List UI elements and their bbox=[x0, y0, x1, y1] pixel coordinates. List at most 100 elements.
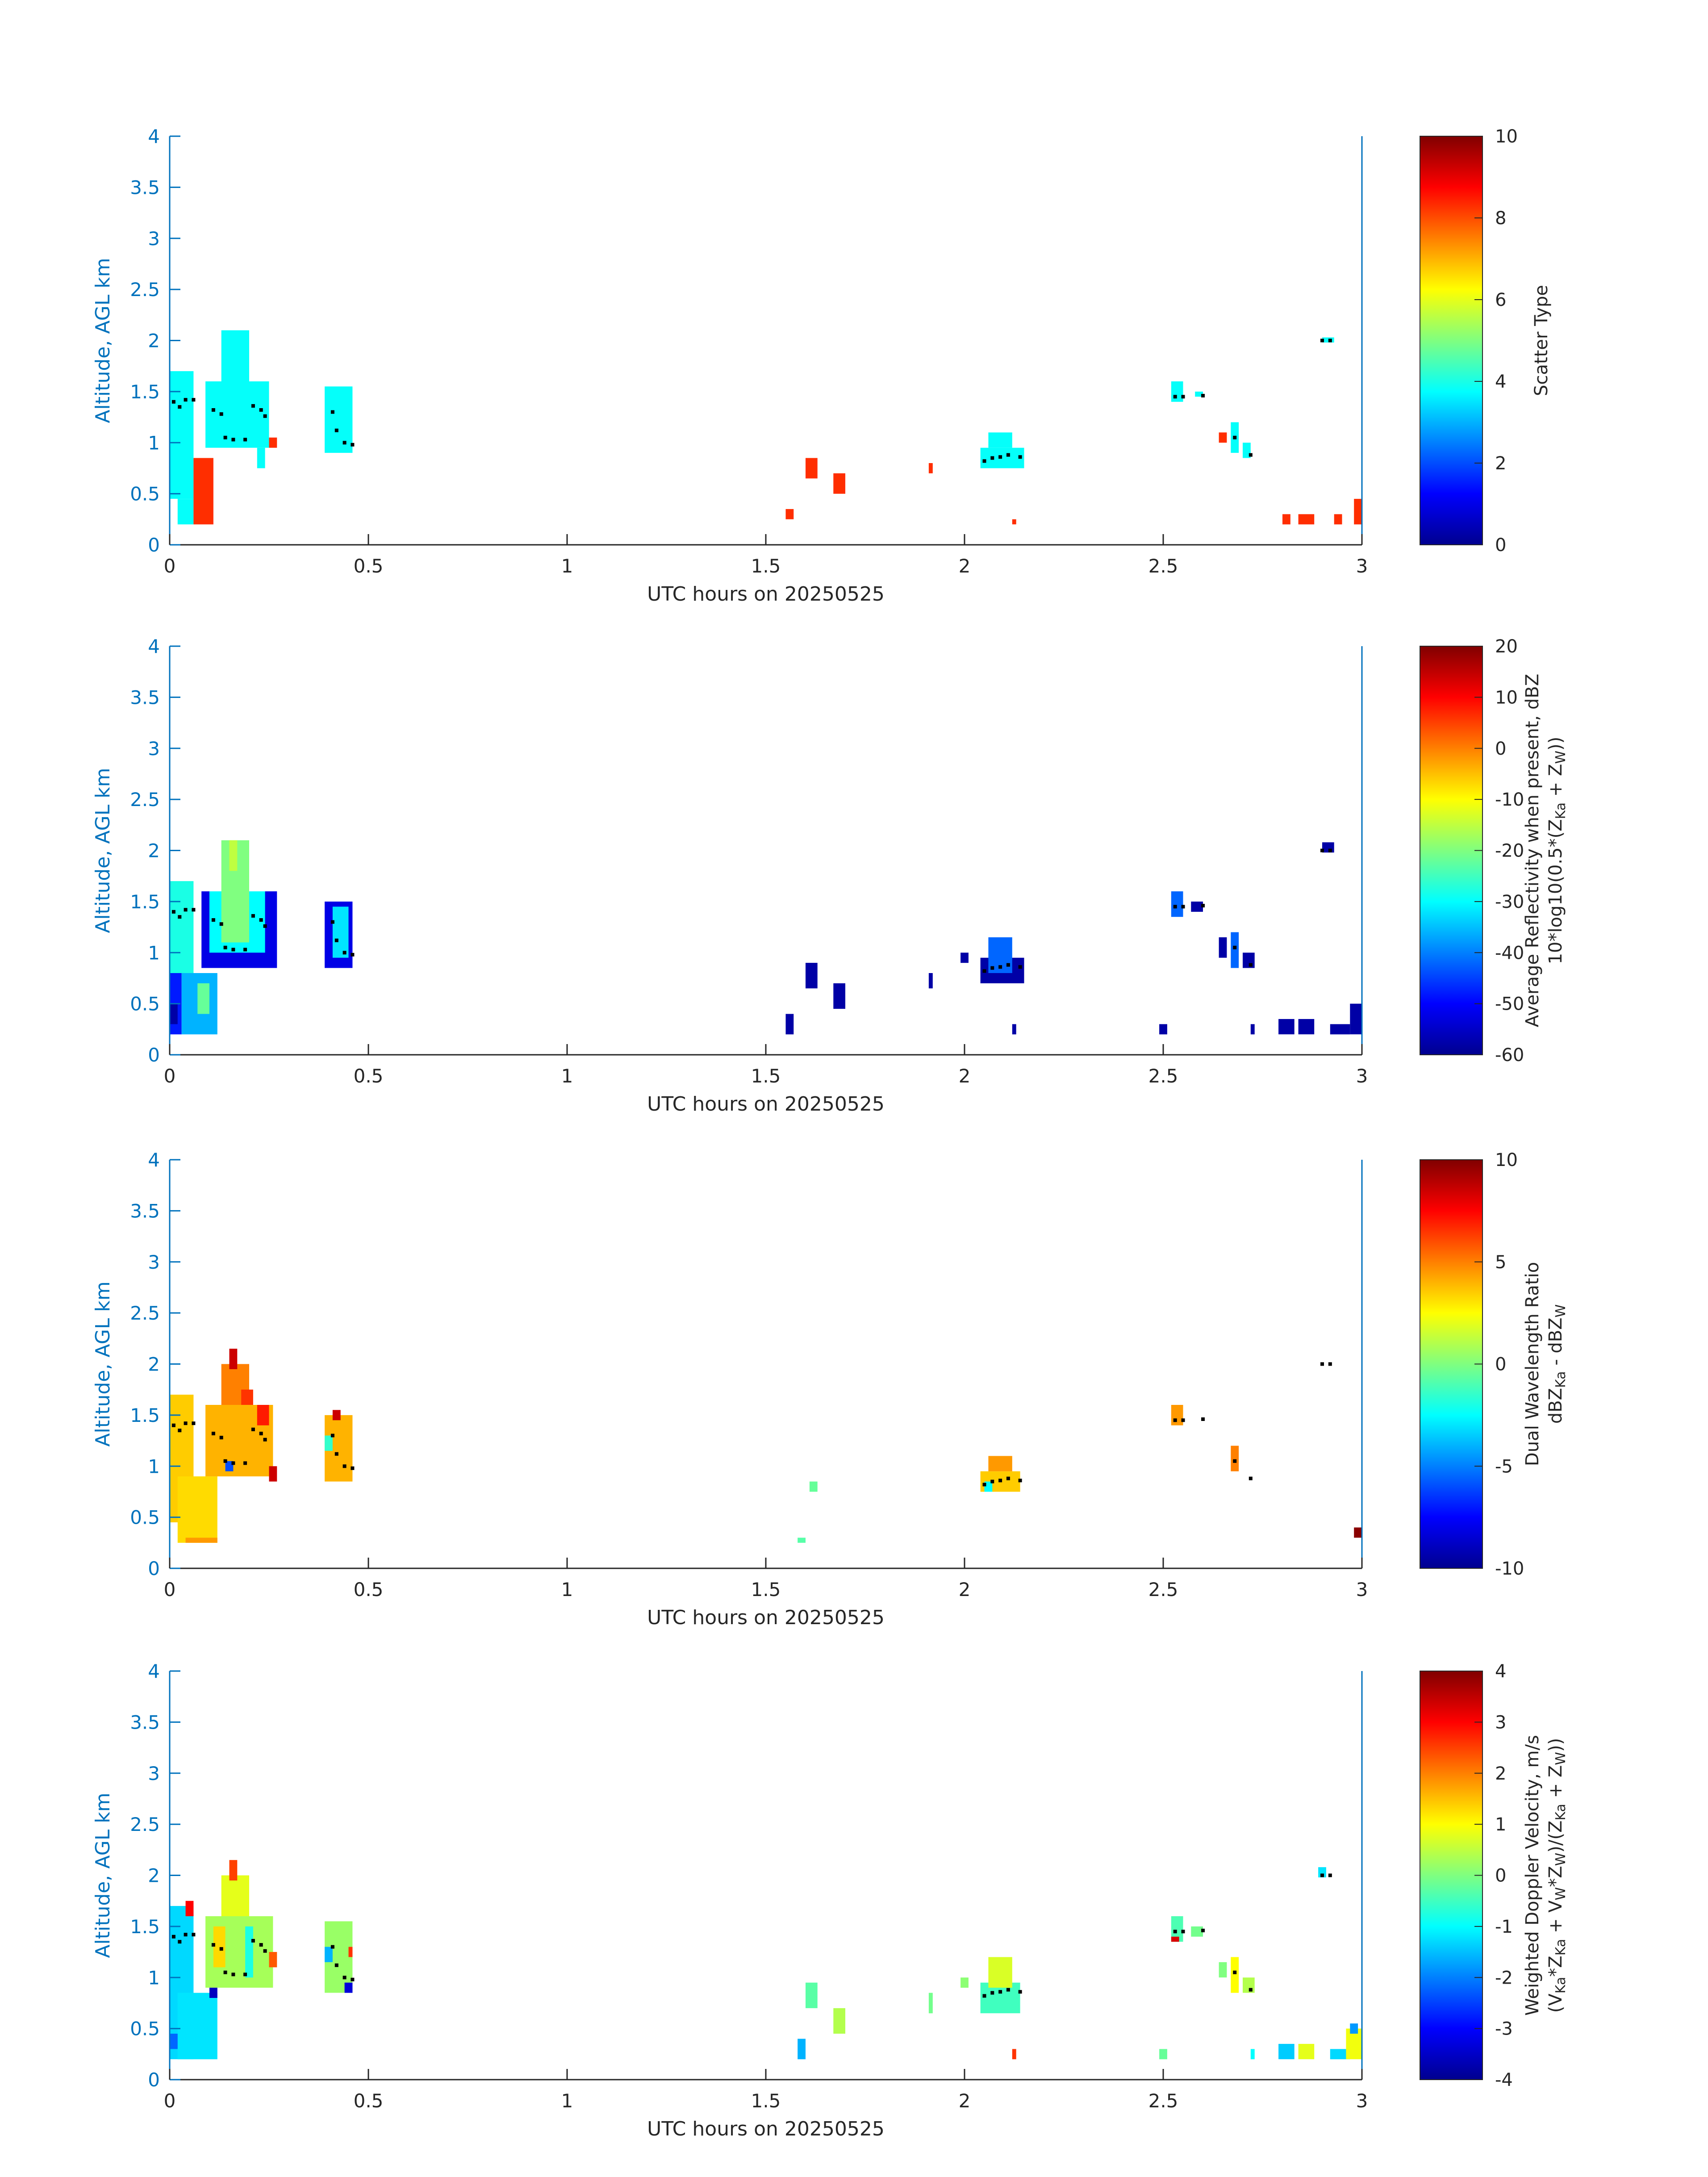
layer-marker bbox=[334, 938, 338, 942]
y-tick-label: 1 bbox=[148, 1455, 160, 1477]
layer-marker bbox=[184, 1421, 188, 1425]
x-tick-label: 1.5 bbox=[751, 1579, 781, 1600]
layer-marker bbox=[178, 405, 182, 409]
colorbar-tick-label: 0 bbox=[1495, 739, 1506, 759]
y-tick-label: 0.5 bbox=[130, 1507, 160, 1529]
y-tick-label: 3 bbox=[148, 228, 160, 250]
colorbar-tick-label: 5 bbox=[1495, 1252, 1506, 1273]
data-cell bbox=[225, 1461, 234, 1471]
colorbar-tick-label: 2 bbox=[1495, 453, 1506, 474]
data-cell bbox=[193, 458, 213, 525]
data-cell bbox=[960, 1977, 969, 1988]
layer-marker bbox=[219, 922, 223, 926]
colorbar-tick-label: 8 bbox=[1495, 208, 1506, 229]
layer-marker bbox=[1201, 1929, 1205, 1932]
colorbar-tick-label: 4 bbox=[1495, 1661, 1506, 1682]
colorbar-tick-label: 0 bbox=[1495, 1866, 1506, 1886]
x-tick-label: 0 bbox=[164, 555, 176, 577]
layer-marker bbox=[192, 1933, 196, 1937]
layer-marker bbox=[1006, 963, 1010, 967]
layer-marker bbox=[334, 1963, 338, 1967]
y-tick-label: 2 bbox=[148, 330, 160, 352]
x-tick-label: 0 bbox=[164, 1065, 176, 1087]
layer-marker bbox=[330, 1433, 334, 1437]
layer-marker bbox=[334, 428, 338, 432]
layer-marker bbox=[171, 1935, 175, 1939]
colorbar-tick-label: -10 bbox=[1495, 1559, 1524, 1579]
y-tick-label: 3 bbox=[148, 1763, 160, 1784]
colorbar-tick-label: -1 bbox=[1495, 1917, 1513, 1937]
data-cell bbox=[928, 1993, 933, 2014]
layer-marker bbox=[178, 1940, 182, 1944]
layer-marker bbox=[211, 1432, 215, 1436]
y-tick-label: 0.5 bbox=[130, 993, 160, 1015]
y-tick-label: 0.5 bbox=[130, 2018, 160, 2040]
data-cell bbox=[1219, 1962, 1227, 1978]
data-cell bbox=[170, 2034, 178, 2049]
layer-marker bbox=[342, 441, 347, 445]
y-tick-label: 3.5 bbox=[130, 1200, 160, 1222]
layer-marker bbox=[1233, 1970, 1237, 1974]
layer-marker bbox=[223, 945, 227, 949]
x-tick-label: 3 bbox=[1356, 2090, 1368, 2112]
data-cell bbox=[960, 953, 969, 963]
colorbar-tick-label: -2 bbox=[1495, 1968, 1513, 1988]
data-cell bbox=[1171, 381, 1183, 402]
layer-marker bbox=[342, 1464, 347, 1468]
data-cell bbox=[229, 1860, 238, 1880]
data-cell bbox=[1012, 1024, 1016, 1035]
layer-marker bbox=[1320, 1873, 1324, 1877]
y-tick-label: 1 bbox=[148, 942, 160, 964]
data-cell bbox=[1171, 1936, 1179, 1942]
data-cell bbox=[1231, 932, 1239, 968]
data-cell bbox=[1159, 1024, 1167, 1035]
axes-layer: 0 0.5 1 1.5 2 2.5 3 3.5 4 0 0.5 1 1.5 2 2.5 3 bbox=[130, 1660, 1368, 2112]
layer-marker bbox=[211, 408, 215, 412]
layer-marker bbox=[990, 1479, 994, 1483]
layer-marker bbox=[1006, 1988, 1010, 1992]
colorbar-title: Average Reflectivity when present, dBZ bbox=[1522, 674, 1543, 1027]
layer-marker bbox=[1173, 1418, 1177, 1422]
data-cell bbox=[1334, 514, 1342, 525]
data-cell bbox=[325, 1435, 333, 1451]
y-tick-label: 2.5 bbox=[130, 789, 160, 811]
layer-marker bbox=[251, 1939, 255, 1943]
layer-marker bbox=[259, 918, 263, 922]
x-tick-label: 2.5 bbox=[1148, 1579, 1178, 1600]
x-tick-label: 0.5 bbox=[354, 2090, 384, 2112]
data-cell bbox=[806, 963, 818, 989]
layer-marker bbox=[1201, 1417, 1205, 1421]
data-cell bbox=[229, 840, 238, 871]
layer-marker bbox=[243, 1972, 247, 1976]
layer-marker bbox=[171, 400, 175, 404]
data-cell bbox=[1354, 499, 1362, 525]
data-cell bbox=[269, 1952, 277, 1968]
layer-marker bbox=[1181, 395, 1185, 399]
panel-doppler-velocity: 0 0.5 1 1.5 2 2.5 3 3.5 4 0 0.5 1 1.5 2 2.5 3 UTC hours… bbox=[92, 1660, 1569, 2140]
data-cell bbox=[269, 437, 277, 448]
y-tick-label: 1.5 bbox=[130, 891, 160, 913]
data-cell bbox=[785, 1014, 794, 1035]
layer-marker bbox=[334, 1452, 338, 1456]
data-cell bbox=[833, 473, 845, 494]
y-tick-label: 2.5 bbox=[130, 1302, 160, 1324]
x-tick-label: 1 bbox=[561, 555, 573, 577]
colorbar-tick-label: -60 bbox=[1495, 1045, 1524, 1066]
y-tick-label: 3.5 bbox=[130, 686, 160, 708]
data-cell bbox=[1282, 514, 1290, 525]
data-cell bbox=[1330, 2049, 1350, 2060]
layer-marker bbox=[1201, 904, 1205, 907]
colorbar-tick-label: -5 bbox=[1495, 1456, 1513, 1477]
layer-marker bbox=[231, 1972, 235, 1976]
data-cell bbox=[928, 463, 933, 473]
y-axis-label: Altitude, AGL km bbox=[92, 768, 114, 933]
data-cell bbox=[988, 432, 1012, 448]
y-tick-label: 0 bbox=[148, 2069, 160, 2091]
x-tick-label: 1.5 bbox=[751, 1065, 781, 1087]
layer-marker bbox=[171, 910, 175, 914]
y-tick-label: 3.5 bbox=[130, 176, 160, 198]
data-cell bbox=[1350, 2023, 1358, 2034]
data-cell bbox=[1354, 1527, 1362, 1538]
colorbar-tick-label: 10 bbox=[1495, 126, 1518, 147]
